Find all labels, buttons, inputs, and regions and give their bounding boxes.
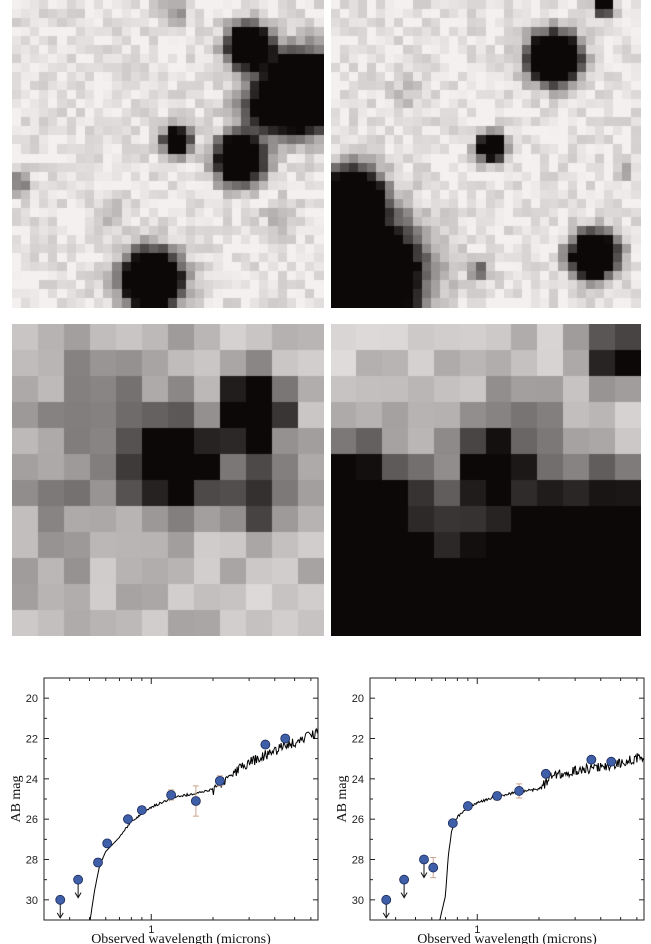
- data-point: [55, 894, 66, 905]
- data-point: [606, 756, 617, 767]
- data-point: [492, 791, 503, 801]
- y-tick-label: 22: [352, 734, 364, 746]
- model-sed-line: [89, 727, 318, 920]
- data-point: [136, 805, 147, 815]
- x-tick-label: 1: [474, 924, 480, 936]
- data-point: [73, 874, 84, 885]
- sed-chart-left: 20 22 24 26 28 30 1 Observed wavelength (micron…: [0, 668, 325, 944]
- y-tick-label: 28: [26, 855, 38, 867]
- image-panel-top-left: [12, 0, 324, 308]
- data-point: [214, 775, 225, 786]
- model-sed-group: [89, 727, 318, 920]
- y-tick-label: 24: [352, 774, 364, 786]
- image-panel-middle-right: [331, 324, 641, 636]
- image-panel-top-right: [331, 0, 641, 308]
- y-tick-label: 26: [26, 814, 38, 826]
- x-axis-title: Observed wavelength (microns): [91, 932, 271, 944]
- y-axis-title: AB mag: [335, 775, 350, 822]
- upper-limit-arrowhead: [382, 912, 390, 919]
- data-point: [514, 786, 525, 796]
- data-point: [381, 894, 392, 905]
- data-point: [447, 818, 458, 829]
- data-point: [123, 814, 133, 825]
- sed-chart-right: 20 22 24 26 28 30 1 Observed wavelength (micron…: [326, 668, 651, 944]
- y-tick-label: 28: [352, 855, 364, 867]
- y-tick-label: 22: [26, 734, 38, 746]
- upper-limit-arrowhead: [56, 912, 64, 919]
- model-sed-line: [439, 752, 644, 920]
- plot-frame: [43, 677, 319, 921]
- x-tick-label: 1: [148, 924, 154, 936]
- data-point: [399, 874, 410, 885]
- data-point: [280, 733, 291, 744]
- image-panel-middle-left: [12, 324, 324, 636]
- data-point: [166, 790, 177, 800]
- y-tick-label: 30: [352, 895, 364, 907]
- data-point: [540, 768, 551, 779]
- data-point: [190, 796, 201, 806]
- y-tick-label: 24: [26, 774, 38, 786]
- data-point: [419, 854, 429, 865]
- data-point: [102, 838, 113, 849]
- y-tick-label: 20: [26, 693, 38, 705]
- upper-limit-arrowhead: [74, 892, 82, 899]
- y-axis-title: AB mag: [9, 775, 24, 822]
- upper-limit-arrowhead: [420, 872, 428, 879]
- y-tick-label: 26: [352, 814, 364, 826]
- data-point: [93, 857, 103, 868]
- data-point: [586, 754, 597, 765]
- y-tick-label: 20: [352, 693, 364, 705]
- x-axis-title: Observed wavelength (microns): [417, 932, 597, 944]
- data-point: [260, 739, 271, 750]
- data-point: [462, 801, 473, 811]
- y-tick-label: 30: [26, 895, 38, 907]
- data-point: [428, 862, 439, 873]
- model-sed-group: [439, 752, 644, 920]
- upper-limit-arrowhead: [400, 892, 408, 899]
- plot-frame: [369, 677, 645, 921]
